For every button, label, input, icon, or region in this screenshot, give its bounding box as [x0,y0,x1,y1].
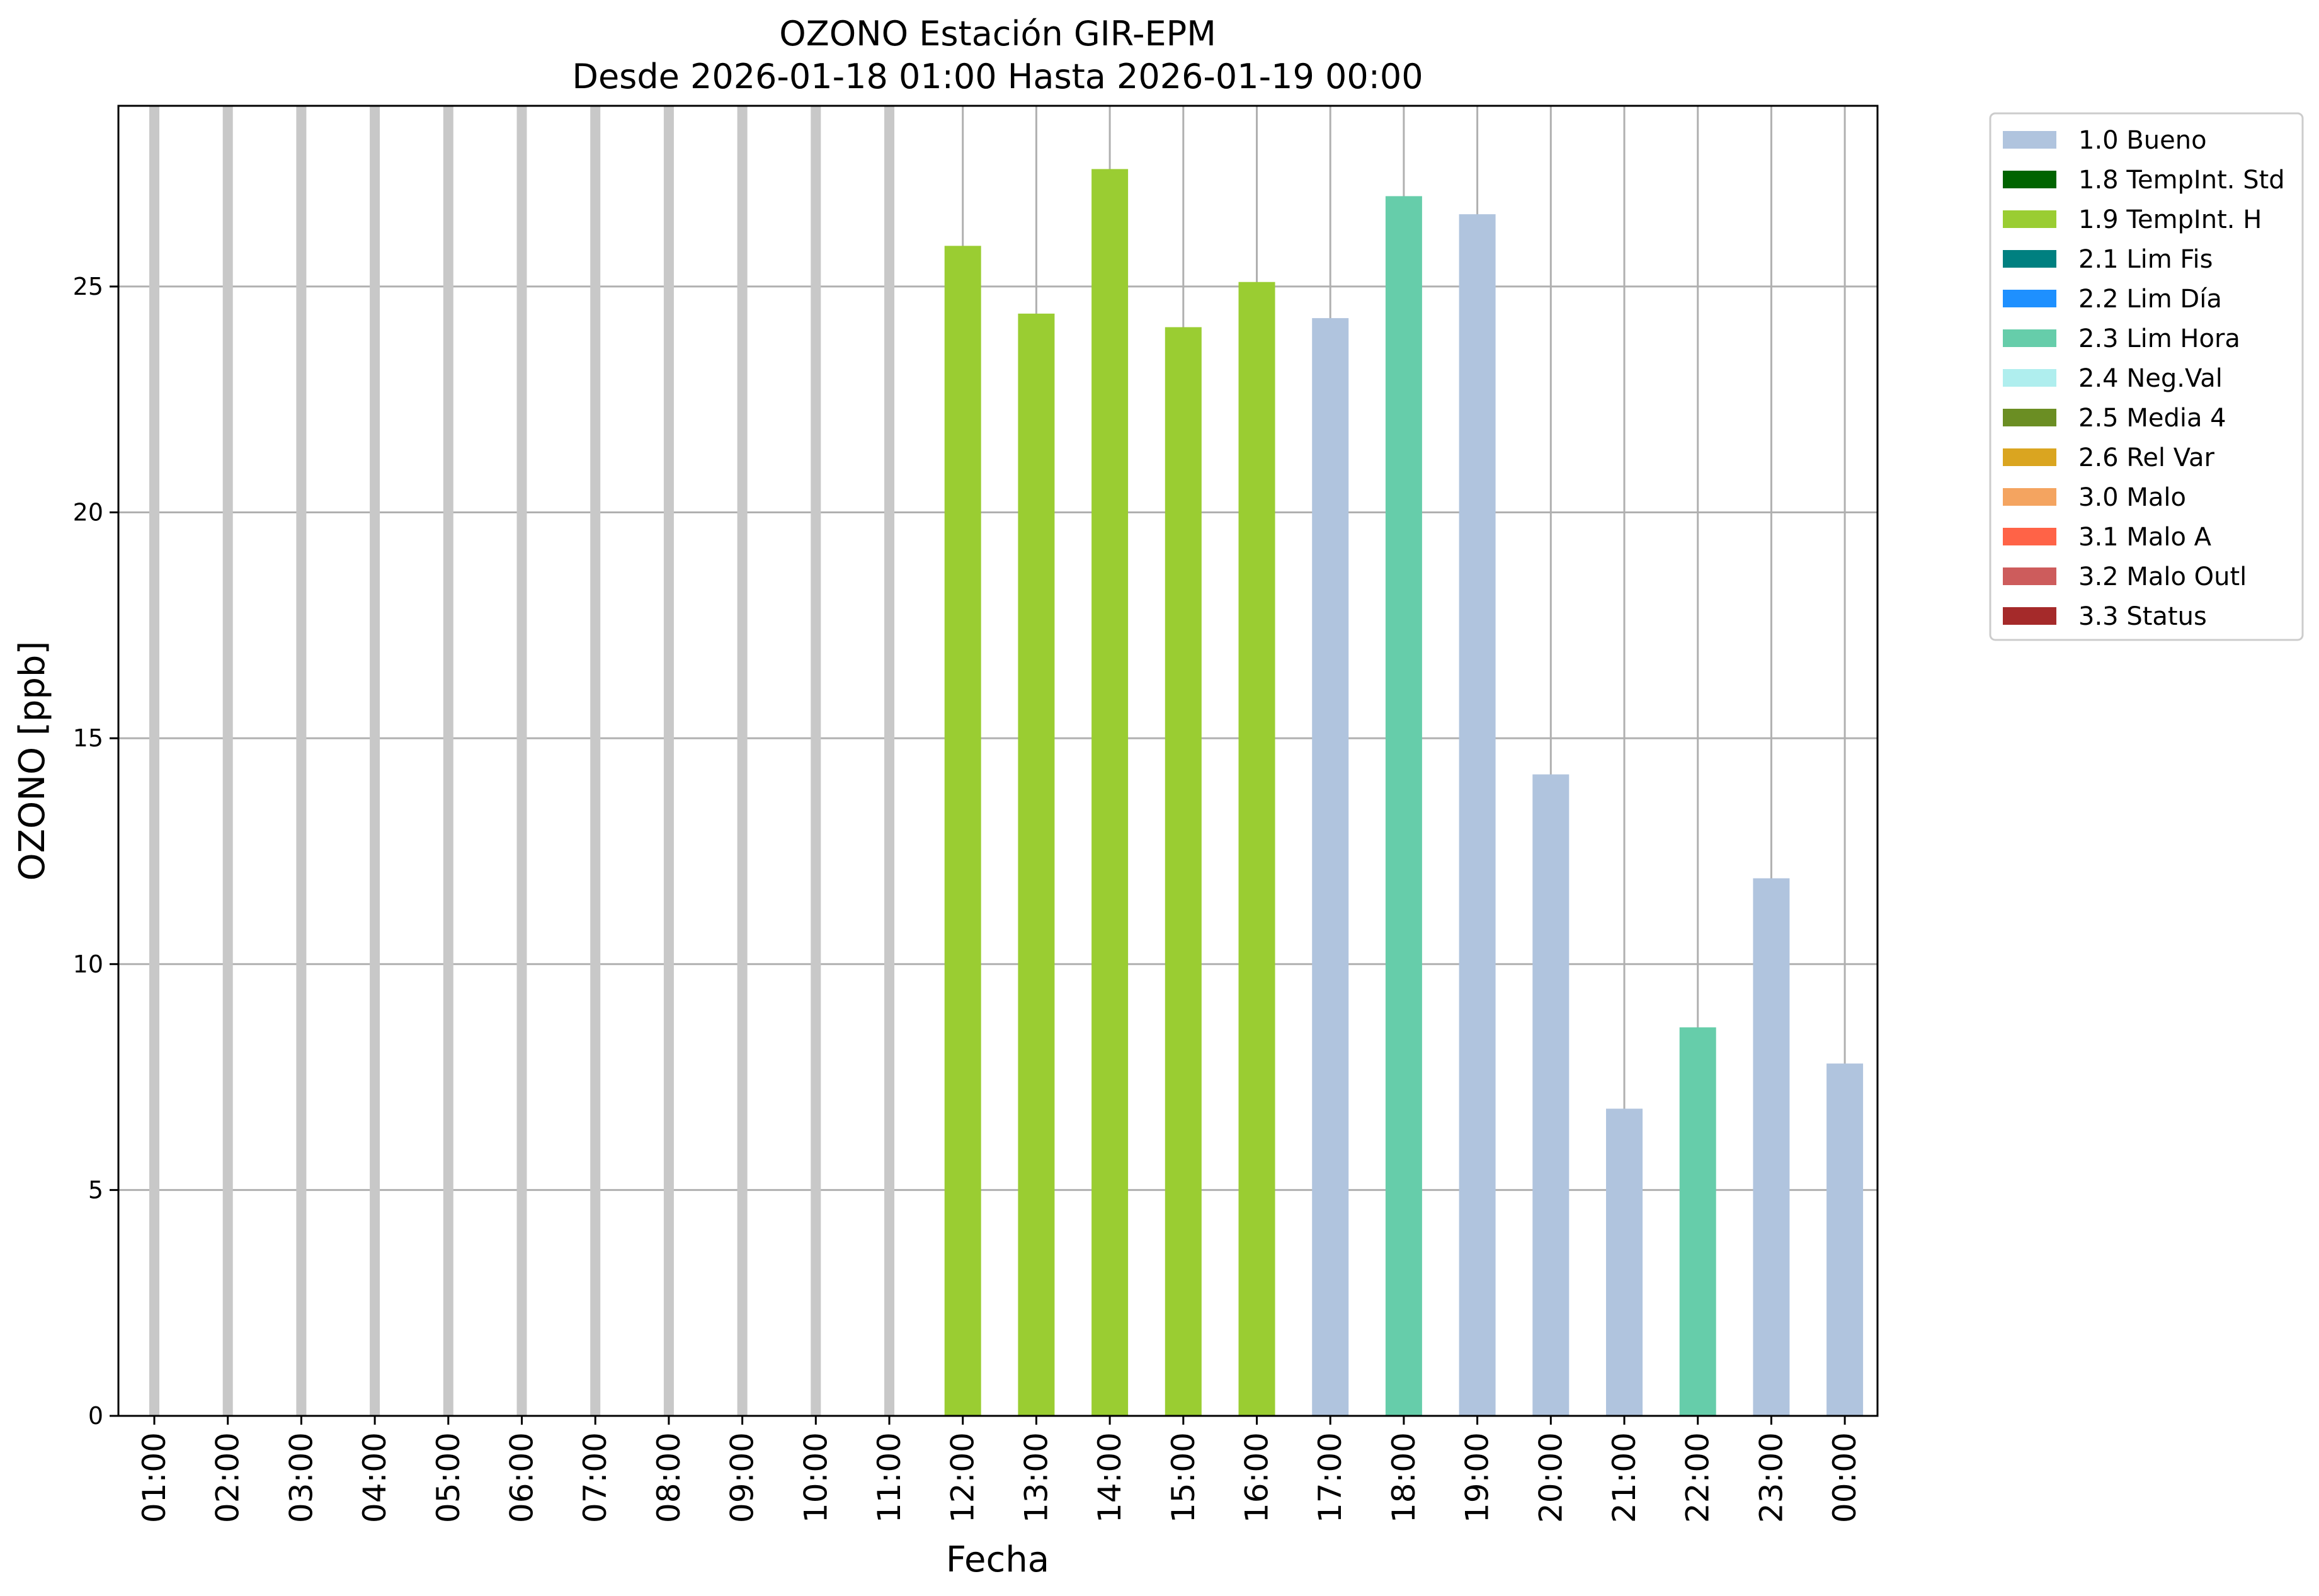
x-tick-label: 09:00 [724,1432,761,1523]
bar [1679,1027,1716,1416]
x-tick-label: 07:00 [577,1432,613,1523]
missing-value-marker [663,106,674,1416]
x-tick-label: 13:00 [1018,1432,1054,1523]
y-tick-label: 15 [73,724,103,752]
missing-value-marker [149,106,159,1416]
x-tick-label: 03:00 [283,1432,319,1523]
x-tick-label: 17:00 [1312,1432,1348,1523]
missing-value-marker [811,106,821,1416]
bar [1385,196,1422,1416]
chart-title: OZONO Estación GIR-EPM [779,14,1216,54]
missing-value-marker [884,106,894,1416]
bar [1532,774,1570,1416]
missing-value-marker [222,106,233,1416]
missing-value-marker [296,106,307,1416]
chart-subtitle: Desde 2026-01-18 01:00 Hasta 2026-01-19 … [572,57,1423,96]
x-tick-label: 00:00 [1826,1432,1863,1523]
bar [1753,878,1790,1416]
x-axis-ticks: 01:00 02:00 03:00 04:00 05:00 06:00 07:00 08:00… [136,1416,1863,1523]
x-tick-label: 11:00 [871,1432,908,1523]
legend-label: 3.1 Malo A [2078,523,2212,552]
legend-swatch [2003,528,2056,545]
y-tick-label: 25 [73,273,103,300]
legend-swatch [2003,329,2056,347]
x-tick-label: 01:00 [136,1432,173,1523]
x-tick-label: 05:00 [430,1432,467,1523]
bar [1826,1063,1864,1416]
x-tick-label: 02:00 [210,1432,246,1523]
legend-label: 2.6 Rel Var [2078,443,2215,472]
x-tick-label: 21:00 [1606,1432,1643,1523]
x-tick-label: 14:00 [1091,1432,1128,1523]
bar [1018,313,1055,1416]
legend-swatch [2003,250,2056,268]
x-tick-label: 12:00 [945,1432,981,1523]
legend-label: 1.8 TempInt. Std [2078,166,2285,195]
legend-swatch [2003,567,2056,585]
missing-value-marker [737,106,748,1416]
legend-label: 2.1 Lim Fis [2078,245,2213,274]
legend-label: 3.2 Malo Outl [2078,562,2247,591]
missing-value-marker [370,106,380,1416]
legend-swatch [2003,171,2056,188]
y-axis-ticks: 0 5 10 15 20 25 [73,273,118,1430]
missing-value-marker [516,106,527,1416]
x-tick-label: 23:00 [1753,1432,1789,1523]
missing-value-marker [590,106,601,1416]
bars [944,169,1864,1416]
y-tick-label: 10 [73,950,103,978]
x-tick-label: 16:00 [1239,1432,1275,1523]
y-tick-label: 5 [88,1176,103,1204]
x-tick-label: 18:00 [1386,1432,1422,1523]
legend-label: 2.4 Neg.Val [2078,364,2223,393]
legend-label: 1.0 Bueno [2078,126,2207,155]
legend-swatch [2003,131,2056,149]
legend-label: 1.9 TempInt. H [2078,205,2262,234]
bar [1091,169,1129,1416]
missing-value-marker [443,106,453,1416]
x-axis-label: Fecha [946,1539,1049,1580]
legend-swatch [2003,210,2056,228]
y-tick-label: 20 [73,499,103,527]
legend-label: 3.3 Status [2078,602,2207,631]
bar [1238,282,1275,1416]
bar [1606,1109,1643,1416]
x-tick-label: 20:00 [1532,1432,1569,1523]
x-tick-label: 22:00 [1680,1432,1716,1523]
x-tick-label: 10:00 [797,1432,834,1523]
missing-data-markers [149,106,894,1416]
legend-frame [1989,112,2304,641]
legend-swatch [2003,488,2056,506]
bar [1459,214,1496,1416]
x-tick-label: 15:00 [1165,1432,1202,1523]
legend-label: 3.0 Malo [2078,483,2186,512]
legend-swatch [2003,607,2056,625]
legend-swatch [2003,448,2056,466]
x-tick-label: 04:00 [356,1432,393,1523]
legend-swatch [2003,290,2056,307]
legend-label: 2.3 Lim Hora [2078,324,2240,353]
bar [1312,318,1349,1416]
legend-swatch [2003,369,2056,387]
bar [1165,327,1202,1416]
y-tick-label: 0 [88,1402,103,1430]
x-tick-label: 08:00 [651,1432,687,1523]
y-axis-label: OZONO [ppb] [12,641,53,881]
legend-swatch [2003,409,2056,426]
plot-frame [117,105,1879,1417]
bar [944,246,981,1416]
legend-label: 2.5 Media 4 [2078,404,2226,433]
legend-label: 2.2 Lim Día [2078,285,2222,314]
x-tick-label: 06:00 [504,1432,540,1523]
x-tick-label: 19:00 [1459,1432,1496,1523]
legend: 1.0 Bueno 1.8 TempInt. Std 1.9 TempInt. H 2… [1989,112,2304,641]
